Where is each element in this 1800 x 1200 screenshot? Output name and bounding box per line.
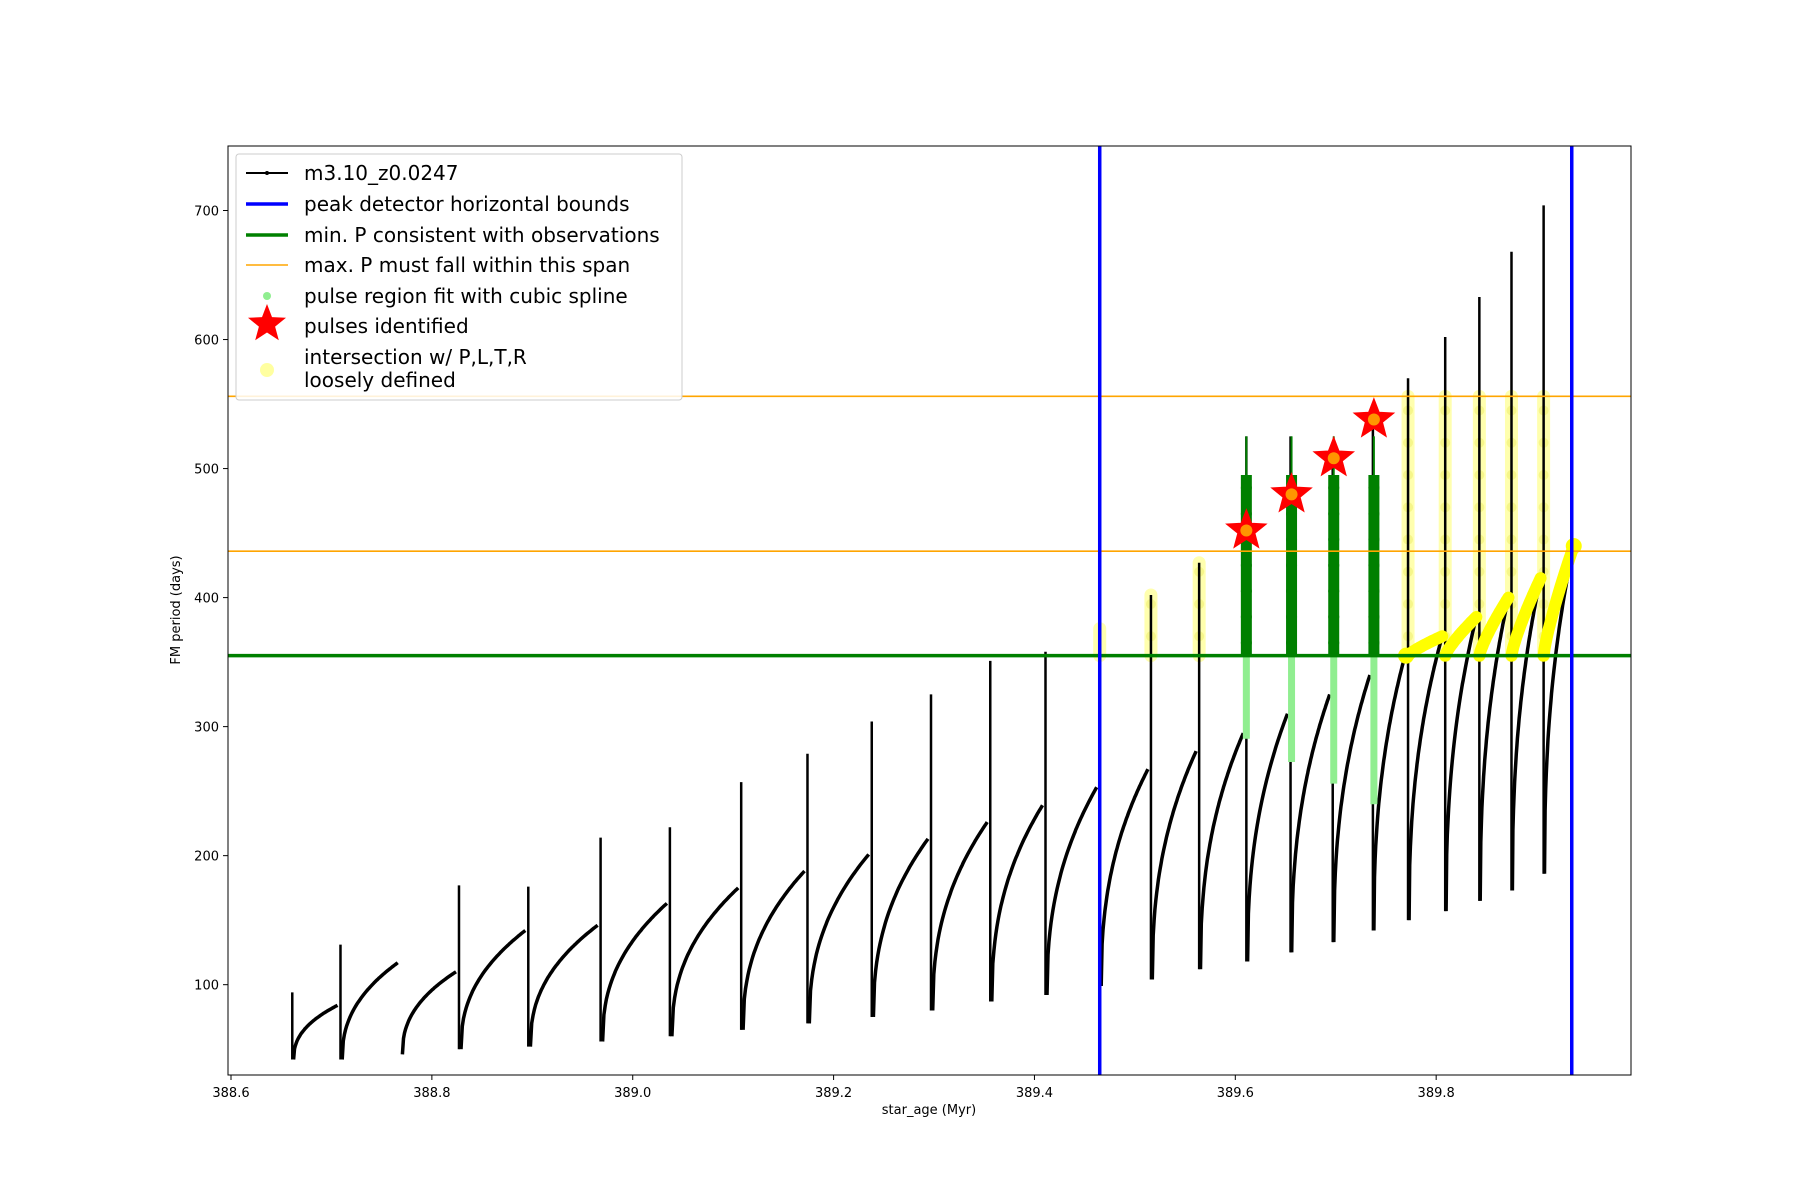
spline-point bbox=[1286, 534, 1298, 546]
spline-point bbox=[1286, 508, 1298, 520]
y-tick-label: 500 bbox=[194, 463, 219, 478]
track-segment bbox=[1372, 655, 1407, 931]
track-segment bbox=[459, 929, 527, 1050]
track-segment bbox=[291, 1003, 339, 1060]
plot-frame bbox=[227, 145, 1632, 1076]
spline-point bbox=[1286, 585, 1298, 597]
legend-label: pulse region fit with cubic spline bbox=[304, 284, 628, 308]
spline-point bbox=[1368, 559, 1380, 571]
spline-point bbox=[1240, 482, 1252, 494]
y-tick-label: 300 bbox=[194, 721, 219, 736]
spline-point bbox=[1328, 611, 1340, 623]
legend-label: m3.10_z0.0247 bbox=[304, 161, 459, 185]
track-segment bbox=[930, 821, 989, 1011]
spline-point bbox=[1286, 611, 1298, 623]
track-segment bbox=[1289, 693, 1332, 953]
x-tick-label: 388.8 bbox=[413, 1086, 450, 1101]
track-segment bbox=[871, 837, 930, 1017]
legend-label: min. P consistent with observations bbox=[304, 223, 660, 247]
y-tick-label: 700 bbox=[194, 205, 219, 220]
track-segment bbox=[670, 886, 740, 1037]
pulse-center bbox=[1327, 452, 1340, 465]
track-segment bbox=[807, 853, 871, 1024]
spline-point bbox=[1286, 637, 1298, 649]
spline-point bbox=[1368, 508, 1380, 520]
legend-label: loosely defined bbox=[304, 368, 456, 392]
legend-handle-intersection bbox=[260, 363, 274, 377]
x-tick-label: 388.6 bbox=[212, 1086, 249, 1101]
y-axis-label: FM period (days) bbox=[169, 555, 184, 664]
spline-point bbox=[1368, 611, 1380, 623]
intersection-arc bbox=[1402, 630, 1449, 662]
track-segment bbox=[400, 970, 457, 1055]
pulse-center bbox=[1240, 524, 1253, 537]
spline-point bbox=[1328, 637, 1340, 649]
spline-point bbox=[1368, 637, 1380, 649]
spline-point bbox=[1368, 585, 1380, 597]
track-segment bbox=[741, 869, 806, 1030]
track-segment bbox=[1245, 713, 1290, 962]
legend-label: peak detector horizontal bounds bbox=[304, 192, 630, 216]
spline-point bbox=[1328, 482, 1340, 494]
intersection-arc bbox=[1439, 611, 1483, 662]
track-segment bbox=[1045, 786, 1099, 996]
x-tick-label: 389.0 bbox=[614, 1086, 651, 1101]
spline-point bbox=[1328, 534, 1340, 546]
track-segment bbox=[1198, 732, 1245, 970]
x-tick-label: 389.2 bbox=[815, 1086, 852, 1101]
y-tick-label: 600 bbox=[194, 334, 219, 349]
spline-point bbox=[1240, 637, 1252, 649]
spline-point bbox=[1328, 508, 1340, 520]
intersection-arc bbox=[1473, 591, 1515, 662]
spline-point bbox=[1328, 559, 1340, 571]
track-segment bbox=[990, 804, 1045, 1002]
track-segment bbox=[1444, 616, 1478, 912]
y-tick-label: 100 bbox=[194, 979, 219, 994]
track-segment bbox=[1150, 750, 1198, 980]
x-tick-label: 389.6 bbox=[1217, 1086, 1254, 1101]
spline-point bbox=[1240, 611, 1252, 623]
legend-label: pulses identified bbox=[304, 314, 469, 338]
legend-handle-spline bbox=[263, 292, 271, 300]
spline-point bbox=[1368, 534, 1380, 546]
x-tick-label: 389.4 bbox=[1016, 1086, 1053, 1101]
spline-point bbox=[1240, 585, 1252, 597]
intersection-arc bbox=[1537, 540, 1580, 662]
track-segment bbox=[1332, 674, 1372, 943]
pulse-center bbox=[1285, 488, 1298, 501]
legend-label: intersection w/ P,L,T,R bbox=[304, 345, 527, 369]
legend-frame bbox=[235, 153, 683, 401]
x-axis-label: star_age (Myr) bbox=[882, 1103, 976, 1118]
legend-handle-track-marker bbox=[265, 171, 269, 175]
plot-layer bbox=[228, 146, 1631, 1075]
spline-point bbox=[1240, 559, 1252, 571]
pulse-center bbox=[1367, 413, 1380, 426]
spline-point bbox=[1286, 559, 1298, 571]
spline-point bbox=[1368, 482, 1380, 494]
intersection-arc bbox=[1505, 572, 1547, 662]
axis-ticks: 388.6 388.8 389.0 389.2 389.4 389.6 389.8 100 20… bbox=[194, 205, 1455, 1101]
track-segment bbox=[340, 961, 399, 1060]
spline-point bbox=[1328, 585, 1340, 597]
y-tick-label: 200 bbox=[194, 850, 219, 865]
track-segment bbox=[528, 923, 599, 1047]
y-tick-label: 400 bbox=[194, 592, 219, 607]
track-segment bbox=[600, 902, 669, 1042]
intersection-marker bbox=[1565, 537, 1582, 554]
x-tick-label: 389.8 bbox=[1418, 1086, 1455, 1101]
track-segment bbox=[1099, 768, 1150, 987]
legend-label: max. P must fall within this span bbox=[304, 253, 630, 277]
track-segment bbox=[1478, 597, 1511, 901]
legend-handle-pulses bbox=[248, 304, 286, 341]
